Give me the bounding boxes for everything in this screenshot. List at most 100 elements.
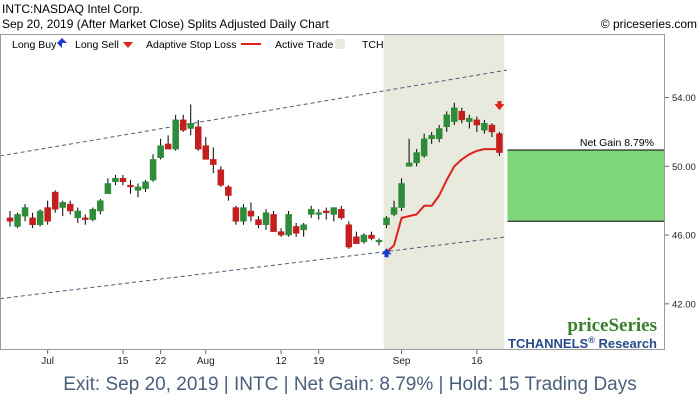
candle-body xyxy=(74,210,82,219)
candle xyxy=(481,119,488,134)
candle-body xyxy=(210,159,217,165)
candle-body xyxy=(496,133,503,153)
candle xyxy=(428,131,435,144)
candlestick-chart: Long Buy Long Sell Adaptive Stop Loss Ac… xyxy=(0,34,696,367)
candle-body xyxy=(405,162,413,167)
candle xyxy=(217,166,225,187)
candle xyxy=(390,200,398,217)
trade-markers xyxy=(381,101,505,258)
tchannel-lines xyxy=(0,69,508,300)
candle xyxy=(149,154,157,182)
legend: Long Buy Long Sell Adaptive Stop Loss Ac… xyxy=(12,38,448,51)
candle xyxy=(6,210,14,227)
candle-body xyxy=(97,200,104,212)
candle xyxy=(210,147,217,174)
candle xyxy=(232,205,240,225)
candle xyxy=(353,231,360,244)
candle xyxy=(36,209,44,227)
plot-border xyxy=(0,34,665,350)
brand-research: Research xyxy=(595,336,657,351)
candle xyxy=(104,178,112,195)
candle xyxy=(119,174,127,186)
candle xyxy=(285,210,292,237)
candle-body xyxy=(217,169,225,186)
long-buy-arrow-icon xyxy=(57,38,67,48)
candle xyxy=(345,221,353,249)
candle-body xyxy=(36,210,44,225)
candle-body xyxy=(142,181,149,189)
candle xyxy=(225,185,232,201)
candle xyxy=(315,209,322,220)
long-sell-marker-icon xyxy=(494,101,505,111)
candle xyxy=(292,223,300,237)
candle xyxy=(375,238,383,246)
candle-body xyxy=(82,217,89,220)
candle-body xyxy=(285,214,292,236)
candle xyxy=(134,183,142,198)
candle-body xyxy=(195,126,202,150)
copyright-site: © priceseries.com xyxy=(600,17,697,31)
net-gain-box xyxy=(507,149,665,222)
candle xyxy=(112,174,119,186)
candle-body xyxy=(277,231,285,236)
candle xyxy=(270,210,277,232)
chart-date-subtitle: Sep 20, 2019 (After Market Close) Splits… xyxy=(2,17,329,31)
y-tick-label: 50.00 xyxy=(672,162,696,173)
candle-body xyxy=(6,217,14,222)
x-tick-label: 16 xyxy=(471,356,483,367)
candle xyxy=(89,207,97,222)
candle xyxy=(240,204,247,225)
candle-body xyxy=(187,123,194,129)
candle-body xyxy=(66,203,74,212)
candle xyxy=(360,233,368,244)
candle-body xyxy=(112,178,119,183)
candle-body xyxy=(134,186,142,191)
candle-body xyxy=(323,210,330,213)
chart-symbol-title: INTC:NASDAQ Intel Corp. xyxy=(2,2,143,16)
tchannels-research-brand: TCHANNELS® Research xyxy=(508,335,657,351)
candle-body xyxy=(443,114,450,128)
candle-body xyxy=(413,152,420,164)
y-axis: 42.00 46.00 50.00 54.00 xyxy=(665,93,696,310)
candle xyxy=(202,137,210,160)
candle xyxy=(14,212,21,229)
candle-body xyxy=(247,210,255,217)
candle-body xyxy=(488,124,496,133)
candle-body xyxy=(149,159,157,181)
candle-body xyxy=(89,209,97,220)
candle-body xyxy=(435,128,443,140)
candle xyxy=(383,216,390,229)
candle-body xyxy=(420,138,428,157)
y-tick-label: 42.00 xyxy=(672,299,696,310)
candle xyxy=(29,212,36,229)
candle-body xyxy=(466,117,473,122)
candle-body xyxy=(44,207,51,222)
candle xyxy=(59,200,66,217)
candle-body xyxy=(202,145,210,160)
candle-body xyxy=(398,183,405,208)
candle xyxy=(74,207,82,224)
candle xyxy=(488,123,496,138)
candle-body xyxy=(164,143,172,150)
x-tick-label: Jul xyxy=(41,356,54,367)
chart-frame: Long Buy Long Sell Adaptive Stop Loss Ac… xyxy=(0,34,700,371)
candle-body xyxy=(300,224,307,231)
candle xyxy=(277,228,285,237)
candle xyxy=(97,198,104,215)
candle xyxy=(398,178,405,211)
candle-body xyxy=(104,183,112,195)
tchannel-upper-line xyxy=(0,69,508,157)
candle xyxy=(127,180,134,194)
candle xyxy=(247,202,255,222)
candle-body xyxy=(127,184,134,188)
candle-body xyxy=(390,207,398,215)
x-axis: Jul 15 22 Aug 12 19 Sep 16 xyxy=(41,350,483,367)
candle-body xyxy=(29,217,36,225)
trade-summary-footer: Exit: Sep 20, 2019 | INTC | Net Gain: 8.… xyxy=(63,374,637,395)
y-tick-label: 46.00 xyxy=(672,231,696,242)
candle xyxy=(66,200,74,215)
candle xyxy=(435,125,443,143)
x-tick-label: Sep xyxy=(393,356,411,367)
candle xyxy=(307,205,315,218)
x-tick-label: 15 xyxy=(117,356,129,367)
